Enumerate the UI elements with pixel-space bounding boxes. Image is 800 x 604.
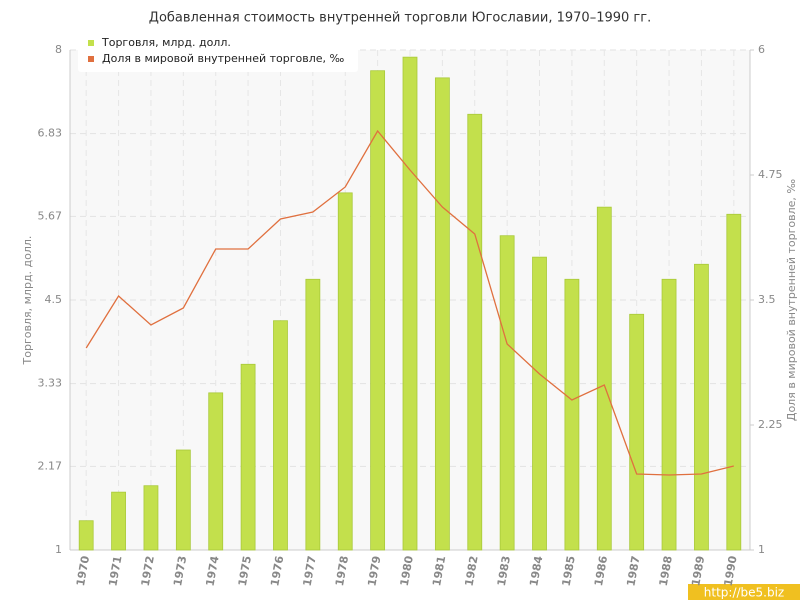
bar <box>240 363 256 551</box>
bar <box>661 278 677 551</box>
legend-box <box>78 30 358 72</box>
bar <box>78 520 94 551</box>
bar <box>273 320 288 551</box>
bar <box>499 235 515 551</box>
y2-tick-label: 1 <box>758 543 765 556</box>
bar <box>532 256 547 551</box>
x-tick-label: 1988 <box>657 555 675 587</box>
legend-swatch <box>88 56 94 62</box>
y-axis-label: Торговля, млрд. долл. <box>21 236 34 366</box>
x-tick-label: 1985 <box>560 555 578 587</box>
y-tick-label: 5.67 <box>38 209 63 222</box>
line <box>85 129 734 476</box>
x-tick-label: 1980 <box>398 554 416 587</box>
x-tick-label: 1973 <box>171 555 189 587</box>
y2-tick-label: 3.5 <box>758 293 776 306</box>
x-tick-label: 1987 <box>624 555 642 587</box>
x-tick-label: 1976 <box>268 554 286 587</box>
bar <box>467 113 483 551</box>
bar <box>726 213 742 551</box>
x-tick-label: 1971 <box>106 555 124 587</box>
x-tick-label: 1972 <box>139 555 157 587</box>
x-tick-label: 1986 <box>592 554 610 587</box>
bar <box>305 278 321 551</box>
y-tick-label: 3.33 <box>38 377 63 390</box>
watermark-box <box>688 584 800 600</box>
x-tick-label: 1982 <box>463 555 481 587</box>
bar <box>175 449 191 551</box>
bar <box>337 192 353 551</box>
y-tick-label: 4.5 <box>45 293 63 306</box>
x-tick-label: 1974 <box>204 554 222 587</box>
bar <box>564 278 580 551</box>
y-tick-label: 6.83 <box>38 127 63 140</box>
x-tick-label: 1970 <box>74 554 92 587</box>
legend-label: Доля в мировой внутренней торговле, ‰ <box>102 52 345 65</box>
x-tick-label: 1979 <box>365 555 383 587</box>
y2-tick-label: 4.75 <box>758 168 783 181</box>
y2-tick-label: 6 <box>758 43 765 56</box>
legend-label: Торговля, млрд. долл. <box>101 36 231 49</box>
y2-tick-label: 2.25 <box>758 418 783 431</box>
x-tick-label: 1975 <box>236 555 254 587</box>
bar <box>208 392 224 551</box>
bar <box>629 313 645 551</box>
chart-title: Добавленная стоимость внутренней торговл… <box>149 11 651 26</box>
bar <box>434 77 450 551</box>
bar <box>370 70 386 551</box>
x-tick-label: 1990 <box>722 554 740 587</box>
y-tick-label: 8 <box>55 43 62 56</box>
legend-swatch <box>88 40 94 46</box>
watermark: http://be5.biz <box>704 586 784 600</box>
y-tick-label: 1 <box>55 543 62 556</box>
x-tick-label: 1978 <box>333 555 351 587</box>
x-tick-label: 1989 <box>689 555 707 587</box>
x-tick-label: 1984 <box>527 554 545 587</box>
bar <box>694 263 709 551</box>
x-tick-label: 1977 <box>301 555 319 587</box>
bar <box>596 206 612 551</box>
bar <box>402 56 418 551</box>
x-tick-label: 1981 <box>430 555 448 587</box>
y2-axis-label: Доля в мировой внутренней торговле, ‰ <box>785 179 798 422</box>
x-tick-label: 1983 <box>495 555 513 587</box>
bar <box>143 485 159 551</box>
bar <box>111 491 126 551</box>
y-tick-label: 2.17 <box>38 459 63 472</box>
